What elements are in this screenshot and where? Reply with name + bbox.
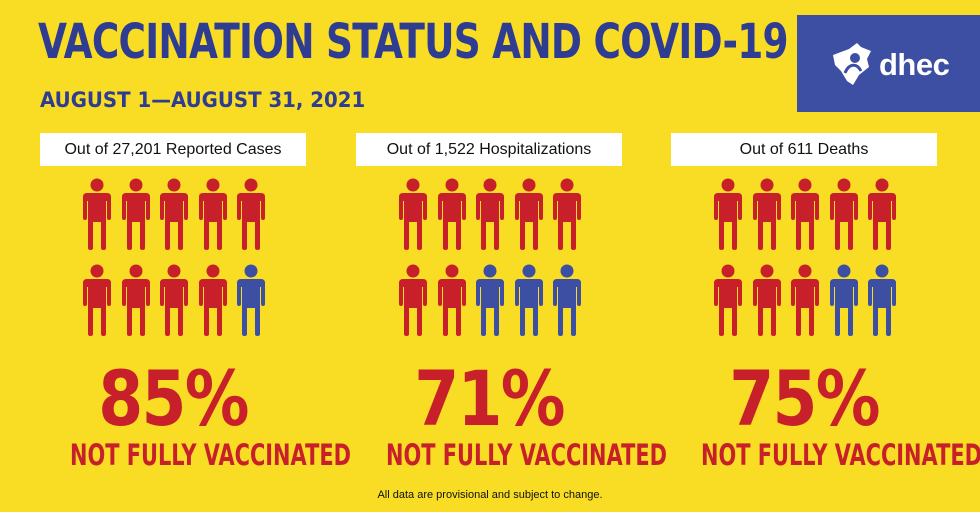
person-icon-not-vaccinated (121, 178, 150, 250)
person-icon-vaccinated (553, 264, 581, 336)
person-icon-not-vaccinated (752, 178, 781, 250)
person-grid (399, 178, 581, 338)
person-icon-not-vaccinated (791, 178, 819, 250)
panel-deaths: Out of 611 Deaths 75% NOT FULLY VACCINAT… (671, 133, 980, 493)
person-icon-vaccinated (476, 264, 504, 336)
page-title: VACCINATION STATUS AND COVID-19 (38, 14, 789, 70)
person-icon-not-vaccinated (198, 264, 227, 336)
person-icon-not-vaccinated (553, 178, 581, 250)
person-icon-vaccinated (829, 264, 858, 336)
panel-hospitalizations: Out of 1,522 Hospitalizations 71% NOT FU… (356, 133, 667, 493)
person-icon-not-vaccinated (829, 178, 858, 250)
panel-label: Out of 611 Deaths (671, 133, 937, 166)
person-icon-not-vaccinated (714, 264, 742, 336)
person-icon-not-vaccinated (399, 178, 427, 250)
person-icon-not-vaccinated (399, 264, 427, 336)
panel-label: Out of 1,522 Hospitalizations (356, 133, 622, 166)
person-icon-not-vaccinated (237, 178, 265, 250)
person-icon-vaccinated (237, 264, 265, 336)
panel-label: Out of 27,201 Reported Cases (40, 133, 306, 166)
person-icon-not-vaccinated (160, 178, 188, 250)
dhec-state-logo-icon (833, 43, 871, 85)
person-icon-not-vaccinated (437, 264, 466, 336)
person-grid (83, 178, 265, 338)
person-icon-not-vaccinated (752, 264, 781, 336)
person-icon-vaccinated (514, 264, 543, 336)
logo-text: dhec (879, 47, 950, 82)
person-icon-not-vaccinated (791, 264, 819, 336)
person-grid (714, 178, 896, 338)
person-icon-not-vaccinated (476, 178, 504, 250)
percent-value: 71% (414, 354, 565, 443)
percent-value: 75% (729, 354, 880, 443)
percent-caption: NOT FULLY VACCINATED (386, 438, 667, 472)
person-icon-not-vaccinated (868, 178, 896, 250)
person-icon-not-vaccinated (714, 178, 742, 250)
person-icon-vaccinated (868, 264, 896, 336)
person-icon-not-vaccinated (514, 178, 543, 250)
percent-caption: NOT FULLY VACCINATED (70, 438, 351, 472)
percent-value: 85% (98, 354, 249, 443)
person-icon-not-vaccinated (437, 178, 466, 250)
panel-cases: Out of 27,201 Reported Cases 85% NOT FUL… (40, 133, 351, 493)
person-icon-not-vaccinated (83, 264, 111, 336)
percent-caption: NOT FULLY VACCINATED (701, 438, 980, 472)
person-icon-not-vaccinated (121, 264, 150, 336)
person-icon-not-vaccinated (198, 178, 227, 250)
footnote: All data are provisional and subject to … (377, 489, 603, 501)
dhec-logo: dhec (797, 15, 980, 112)
person-icon-not-vaccinated (83, 178, 111, 250)
date-range: AUGUST 1—AUGUST 31, 2021 (40, 88, 366, 112)
person-icon-not-vaccinated (160, 264, 188, 336)
